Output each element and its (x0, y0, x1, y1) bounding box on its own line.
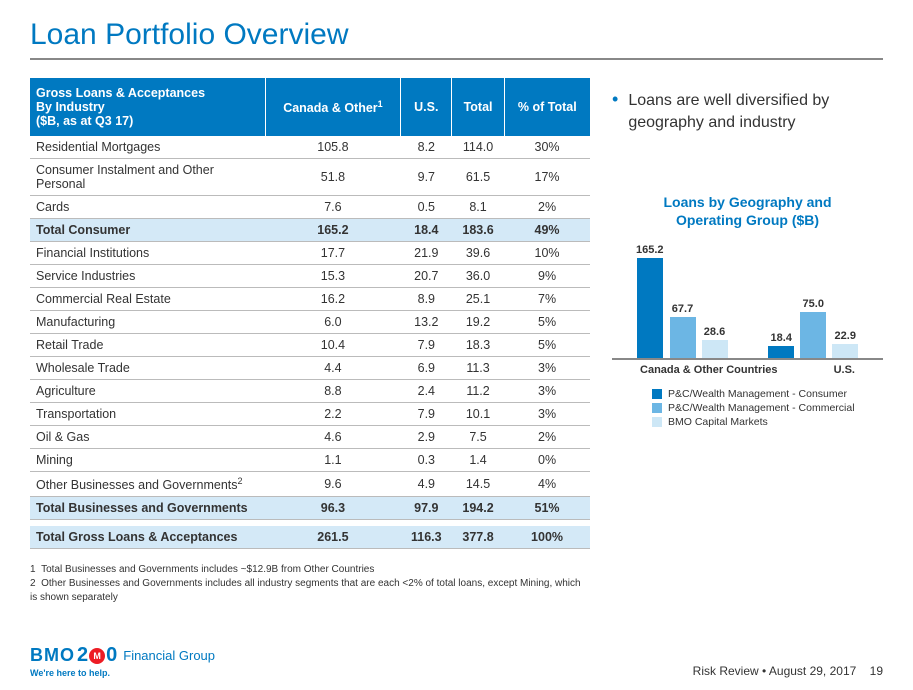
legend-item: P&C/Wealth Management - Consumer (652, 388, 883, 400)
table-row: Transportation2.27.910.13% (30, 403, 590, 426)
footer: BMO 2M0 Financial Group We're here to he… (30, 644, 883, 678)
table-row: Service Industries15.320.736.09% (30, 265, 590, 288)
th-us: U.S. (401, 78, 452, 136)
th-industry: Gross Loans & Acceptances By Industry ($… (30, 78, 265, 136)
page-title: Loan Portfolio Overview (30, 18, 883, 52)
chart-bar: 75.0 (800, 298, 826, 357)
logo-bmo-text: BMO (30, 645, 75, 666)
th-total: Total (452, 78, 504, 136)
axis-label: Canada & Other Countries (640, 364, 778, 376)
table-row: Total Consumer165.218.4183.649% (30, 219, 590, 242)
chart-bar: 67.7 (670, 303, 696, 358)
table-row: Agriculture8.82.411.23% (30, 380, 590, 403)
table-row: Consumer Instalment and Other Personal51… (30, 159, 590, 196)
chart-title: Loans by Geography and Operating Group (… (612, 193, 883, 229)
bar-chart: 165.267.728.618.475.022.9 (612, 240, 883, 360)
chart-group: 18.475.022.9 (748, 298, 880, 357)
chart-bar: 28.6 (702, 326, 728, 357)
chart-axis-labels: Canada & Other Countries U.S. (612, 364, 883, 376)
loans-table: Gross Loans & Acceptances By Industry ($… (30, 78, 590, 549)
legend-swatch-icon (652, 403, 662, 413)
chart-bar: 22.9 (832, 330, 858, 358)
table-row: Oil & Gas4.62.97.52% (30, 426, 590, 449)
legend-item: P&C/Wealth Management - Commercial (652, 402, 883, 414)
table-row: Wholesale Trade4.46.911.33% (30, 357, 590, 380)
table-row: Commercial Real Estate16.28.925.17% (30, 288, 590, 311)
bmo-logo: BMO 2M0 Financial Group We're here to he… (30, 644, 215, 678)
th-l2: By Industry (36, 100, 259, 114)
table-row: Manufacturing6.013.219.25% (30, 311, 590, 334)
logo-200: 2M0 (77, 644, 117, 667)
table-row: Total Businesses and Governments96.397.9… (30, 497, 590, 520)
logo-tagline: We're here to help. (30, 668, 215, 678)
legend-item: BMO Capital Markets (652, 416, 883, 428)
table-row: Other Businesses and Governments29.64.91… (30, 472, 590, 497)
th-canada: Canada & Other1 (265, 78, 400, 136)
table-row: Mining1.10.31.40% (30, 449, 590, 472)
table-row: Financial Institutions17.721.939.610% (30, 242, 590, 265)
chart-group: 165.267.728.6 (616, 244, 748, 358)
chart-bar: 165.2 (636, 244, 664, 358)
title-rule (30, 58, 883, 60)
table-row: Residential Mortgages105.88.2114.030% (30, 136, 590, 159)
footer-right: Risk Review • August 29, 2017 19 (693, 664, 883, 678)
chart-bar: 18.4 (768, 332, 794, 357)
bullet-dot-icon: • (612, 90, 618, 133)
th-pct: % of Total (504, 78, 590, 136)
footnotes: 1 Total Businesses and Governments inclu… (30, 563, 590, 605)
logo-badge-icon: M (89, 648, 105, 664)
table-row: Retail Trade10.47.918.35% (30, 334, 590, 357)
th-l3: ($B, as at Q3 17) (36, 114, 259, 128)
legend-swatch-icon (652, 417, 662, 427)
table-grand-total: Total Gross Loans & Acceptances261.5116.… (30, 526, 590, 549)
bullet-text: Loans are well diversified by geography … (628, 90, 883, 133)
table-row: Cards7.60.58.12% (30, 196, 590, 219)
th-l1: Gross Loans & Acceptances (36, 86, 259, 100)
legend-swatch-icon (652, 389, 662, 399)
chart-legend: P&C/Wealth Management - Consumer P&C/Weal… (612, 388, 883, 428)
logo-financial-group: Financial Group (123, 648, 215, 663)
axis-label: U.S. (834, 364, 855, 376)
bullet-diversified: • Loans are well diversified by geograph… (612, 90, 883, 133)
